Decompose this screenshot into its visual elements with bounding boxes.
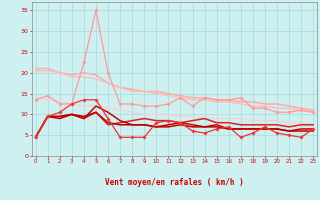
X-axis label: Vent moyen/en rafales ( km/h ): Vent moyen/en rafales ( km/h ): [105, 178, 244, 187]
